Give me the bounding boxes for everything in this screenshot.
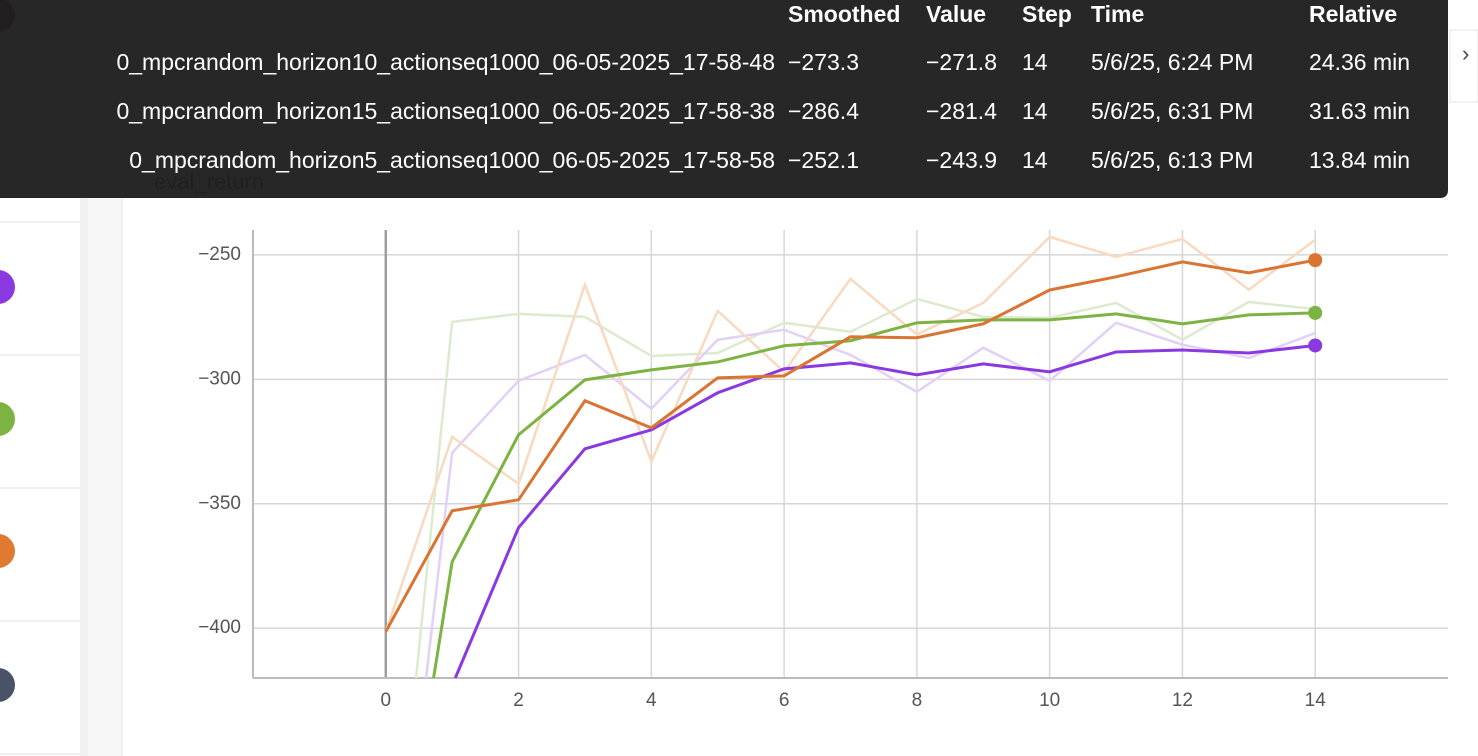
raw-line	[414, 297, 1316, 678]
x-tick-label: 8	[912, 690, 923, 711]
tooltip-header: Step	[1022, 1, 1072, 27]
side-button[interactable]	[1449, 29, 1478, 103]
end-dot	[1308, 253, 1323, 268]
tooltip-header: Smoothed	[788, 1, 900, 27]
tooltip-cell: −271.8	[926, 49, 997, 75]
tooltip-run-name: 0_mpcrandom_horizon5_actionseq1000_06-05…	[129, 147, 775, 173]
y-tick-label: −300	[198, 368, 241, 389]
tooltip-cell: −243.9	[926, 147, 997, 173]
tooltip-cell: −286.4	[788, 98, 859, 124]
tooltip-header: Relative	[1309, 1, 1397, 27]
x-tick-label: 2	[513, 690, 524, 711]
tooltip-cell: 13.84 min	[1309, 147, 1410, 173]
chevron: ›	[1462, 41, 1469, 66]
smoothed-line	[384, 258, 1316, 633]
plot: −250 −300 −350 −400 0 2 4 6 8 10 12 14	[198, 230, 1448, 711]
end-dot	[1308, 305, 1323, 320]
x-tick-label: 12	[1172, 690, 1193, 711]
tooltip-cell: 14	[1022, 98, 1048, 124]
run-color-dot[interactable]	[0, 270, 15, 304]
series-area	[384, 235, 1316, 678]
tooltip-cell: 5/6/25, 6:24 PM	[1091, 49, 1253, 75]
sidebar-dividers	[0, 221, 80, 755]
x-tick-label: 14	[1305, 690, 1327, 711]
run-color-dot[interactable]	[0, 668, 15, 702]
tooltip-cell: −281.4	[926, 98, 997, 124]
x-tick-label: 6	[779, 690, 790, 711]
tooltip-cell: −273.3	[788, 49, 859, 75]
y-tick-label: −350	[198, 493, 241, 514]
smoothed-line	[453, 343, 1316, 678]
tooltip-header: Time	[1091, 1, 1144, 27]
tooltip-run-name: 0_mpcrandom_horizon15_actionseq1000_06-0…	[116, 98, 775, 124]
tooltip-cell: −252.1	[788, 147, 859, 173]
x-tick-label: 4	[646, 690, 657, 711]
divider	[80, 0, 88, 756]
tooltip-cell: 31.63 min	[1309, 98, 1410, 124]
raw-line	[424, 321, 1316, 678]
y-tick-label: −400	[198, 617, 241, 638]
run-color-dot[interactable]	[0, 402, 15, 436]
tooltip-cell: 5/6/25, 6:13 PM	[1091, 147, 1253, 173]
tooltip-header: Value	[926, 1, 986, 27]
tooltip: Smoothed Value Step Time Relative 0_mpcrandom…	[0, 0, 1448, 198]
tooltip-cell: 14	[1022, 147, 1048, 173]
tooltip-cell: 24.36 min	[1309, 49, 1410, 75]
tooltip-cell: 14	[1022, 49, 1048, 75]
tooltip-run-name: 0_mpcrandom_horizon10_actionseq1000_06-0…	[116, 49, 775, 75]
end-dot	[1308, 338, 1323, 353]
y-tick-label: −250	[198, 244, 241, 265]
tooltip-cell: 5/6/25, 6:31 PM	[1091, 98, 1253, 124]
x-tick-label: 0	[380, 690, 391, 711]
x-tick-label: 10	[1039, 690, 1060, 711]
raw-line	[384, 235, 1316, 633]
run-color-dot[interactable]	[0, 534, 15, 568]
tooltip-bg	[0, 0, 1448, 198]
smoothed-line	[432, 311, 1316, 678]
